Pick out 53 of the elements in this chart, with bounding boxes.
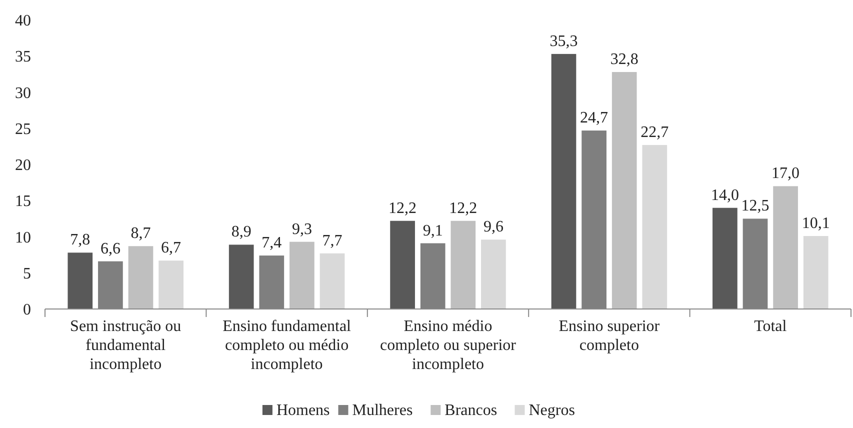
bar	[390, 220, 415, 309]
data-label: 8,9	[231, 224, 252, 241]
x-tick-label: Ensino fundamental completo ou médio incompleto	[222, 318, 352, 373]
data-label: 9,3	[292, 220, 312, 238]
bar	[481, 240, 506, 309]
y-tick-label: 25	[15, 120, 31, 138]
bar	[450, 220, 476, 309]
bar	[612, 72, 637, 309]
data-label: 24,7	[580, 110, 608, 127]
bar	[712, 208, 738, 309]
data-label: 9,6	[483, 218, 504, 236]
x-tick-label: Total	[754, 318, 788, 335]
y-tick-label: 5	[23, 265, 31, 282]
data-label: 32,8	[610, 51, 638, 68]
x-tick-label: Sem instrução ou fundamental incompleto	[70, 318, 182, 373]
bar	[128, 246, 154, 309]
data-label: 35,3	[550, 32, 578, 50]
y-tick-label: 40	[15, 12, 31, 30]
data-label: 10,1	[802, 215, 830, 232]
bar	[320, 253, 345, 309]
legend-label: Mulheres	[352, 402, 413, 419]
y-tick-label: 30	[15, 84, 31, 102]
y-tick-label: 10	[15, 229, 31, 246]
data-label: 7,8	[70, 232, 90, 249]
bar	[228, 244, 254, 309]
data-label: 22,7	[640, 124, 669, 141]
bar	[290, 242, 314, 309]
bar	[642, 144, 668, 309]
bar	[803, 236, 828, 309]
legend-label: Homens	[276, 402, 330, 419]
bar	[68, 252, 93, 309]
data-label: 7,4	[262, 234, 282, 252]
y-tick-label: 20	[15, 157, 31, 174]
legend-label: Negros	[528, 402, 575, 419]
bar	[773, 186, 798, 309]
y-tick-label: 0	[23, 302, 31, 319]
data-label: 12,2	[388, 200, 417, 217]
data-label: 6,6	[100, 240, 120, 258]
y-tick-label: 15	[15, 193, 31, 210]
data-label: 14,0	[710, 186, 739, 204]
bar	[158, 260, 184, 309]
data-label: 6,7	[161, 240, 182, 257]
data-label: 12,2	[449, 200, 478, 217]
x-tick-label: Ensino superior completo	[558, 318, 660, 354]
data-label: 7,7	[322, 232, 342, 250]
data-label: 8,7	[130, 225, 151, 242]
data-label: 17,0	[772, 165, 800, 182]
legend-label: Brancos	[444, 402, 498, 419]
y-tick-label: 35	[15, 48, 31, 66]
bar	[551, 54, 576, 309]
x-tick-label: Ensino médio completo ou superior incompleto	[380, 318, 517, 373]
data-label: 9,1	[422, 222, 443, 240]
data-label: 12,5	[741, 198, 770, 215]
